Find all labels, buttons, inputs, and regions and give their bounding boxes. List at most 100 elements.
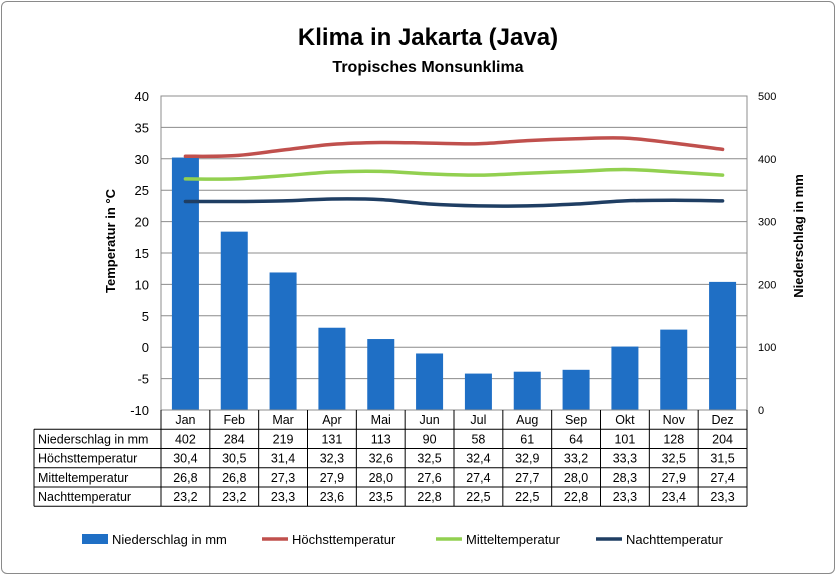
table-cell: 27,4 [710, 471, 734, 485]
legend-label-nachttemperatur: Nachttemperatur [626, 532, 723, 547]
precipitation-bar [709, 281, 737, 410]
precipitation-bar [269, 272, 297, 410]
data-table: Jan Feb Mar Apr Mai Jun Jul Aug Sep Okt Nov Dez Nied… [33, 410, 748, 507]
category-label: Jan [175, 413, 195, 427]
precipitation-bar [416, 353, 444, 410]
table-cell: 22,8 [564, 490, 588, 504]
precipitation-bars [171, 157, 737, 410]
precipitation-bar [562, 369, 590, 410]
temperature-lines [183, 136, 725, 208]
table-cell: 26,8 [222, 471, 246, 485]
category-label: Dez [711, 413, 733, 427]
table-cell: 31,4 [271, 452, 295, 466]
axes: 40 35 30 25 20 15 10 5 0 -5 -10 500 400 300 200 100 0 [130, 89, 776, 418]
y-tick-left-label: 20 [135, 215, 149, 230]
y-tick-left-label: 40 [135, 89, 149, 104]
y-tick-right-label: 500 [758, 91, 776, 103]
category-label: Mai [371, 413, 391, 427]
table-cell: 26,8 [173, 471, 197, 485]
table-cell: 219 [273, 432, 294, 446]
legend-label-h-chsttemperatur: Höchsttemperatur [292, 532, 396, 547]
category-label: Okt [615, 413, 635, 427]
y-tick-left-label: 10 [135, 277, 149, 292]
table-cell: 101 [614, 432, 635, 446]
y-tick-left-label: -10 [130, 403, 149, 418]
y-axis-left-title: Temperatur in °C [103, 188, 118, 293]
y-tick-left-label: 25 [135, 183, 149, 198]
table-cell: 58 [471, 432, 485, 446]
y-tick-left-label: 15 [135, 246, 149, 261]
table-cell: 27,7 [515, 471, 539, 485]
table-cell: 27,4 [466, 471, 490, 485]
table-row-header: Mitteltemperatur [38, 471, 128, 485]
y-tick-left-label: 0 [142, 340, 149, 355]
table-cell: 23,2 [222, 490, 246, 504]
chart-subtitle: Tropisches Monsunklima [332, 59, 523, 76]
category-label: Feb [223, 413, 245, 427]
y-tick-left-label: 30 [135, 152, 149, 167]
table-cell: 131 [321, 432, 342, 446]
table-cell: 27,6 [417, 471, 441, 485]
nachttemperatur-line [183, 197, 725, 208]
legend-swatch-niederschlag-in-mm [82, 534, 108, 544]
table-cell: 64 [569, 432, 583, 446]
category-label: Sep [565, 413, 587, 427]
category-label: Aug [516, 413, 538, 427]
y-tick-right-label: 200 [758, 279, 776, 291]
mitteltemperatur-line [183, 167, 725, 181]
table-cell: 32,5 [417, 452, 441, 466]
category-label: Mar [272, 413, 294, 427]
category-label: Jun [420, 413, 440, 427]
category-label: Jul [470, 413, 486, 427]
y-axis-right-title: Niederschlag in mm [791, 174, 806, 298]
table-cell: 33,3 [613, 452, 637, 466]
legend-label-niederschlag-in-mm: Niederschlag in mm [112, 532, 227, 547]
table-cell: 284 [224, 432, 245, 446]
table-cell: 128 [663, 432, 684, 446]
y-tick-left-label: 5 [142, 309, 149, 324]
table-cell: 22,5 [515, 490, 539, 504]
category-label: Nov [663, 413, 686, 427]
chart-title: Klima in Jakarta (Java) [298, 24, 558, 51]
precipitation-bar [318, 327, 346, 410]
legend-label-mitteltemperatur: Mitteltemperatur [466, 532, 561, 547]
y-tick-right-label: 0 [758, 405, 764, 417]
table-cell: 113 [371, 432, 391, 446]
table-cell: 23,3 [613, 490, 637, 504]
table-cell: 204 [712, 432, 733, 446]
y-tick-right-label: 400 [758, 154, 776, 166]
table-cell: 32,3 [320, 452, 344, 466]
table-cell: 32,9 [515, 452, 539, 466]
table-cell: 32,6 [369, 452, 393, 466]
precipitation-bar [513, 371, 541, 410]
table-cell: 27,9 [662, 471, 686, 485]
table-cell: 402 [175, 432, 196, 446]
table-cell: 23,5 [369, 490, 393, 504]
y-tick-right-label: 100 [758, 342, 776, 354]
table-cell: 22,5 [466, 490, 490, 504]
table-cell: 31,5 [710, 452, 734, 466]
table-cell: 23,6 [320, 490, 344, 504]
table-cell: 23,2 [173, 490, 197, 504]
table-cell: 90 [423, 432, 437, 446]
precipitation-bar [464, 373, 492, 410]
table-row-header: Nachttemperatur [38, 490, 131, 504]
table-cell: 30,4 [173, 452, 197, 466]
table-cell: 23,4 [662, 490, 686, 504]
table-cell: 22,8 [417, 490, 441, 504]
table-cell: 30,5 [222, 452, 246, 466]
y-tick-left-label: -5 [137, 372, 149, 387]
category-label: Apr [322, 413, 341, 427]
table-cell: 32,4 [466, 452, 490, 466]
precipitation-bar [611, 346, 639, 410]
table-cell: 33,2 [564, 452, 588, 466]
table-cell: 28,3 [613, 471, 637, 485]
precipitation-bar [367, 339, 395, 410]
precipitation-bar [171, 157, 199, 410]
table-cell: 27,3 [271, 471, 295, 485]
table-cell: 61 [520, 432, 534, 446]
table-cell: 28,0 [564, 471, 588, 485]
table-cell: 32,5 [662, 452, 686, 466]
table-row-header: Höchsttemperatur [38, 452, 137, 466]
